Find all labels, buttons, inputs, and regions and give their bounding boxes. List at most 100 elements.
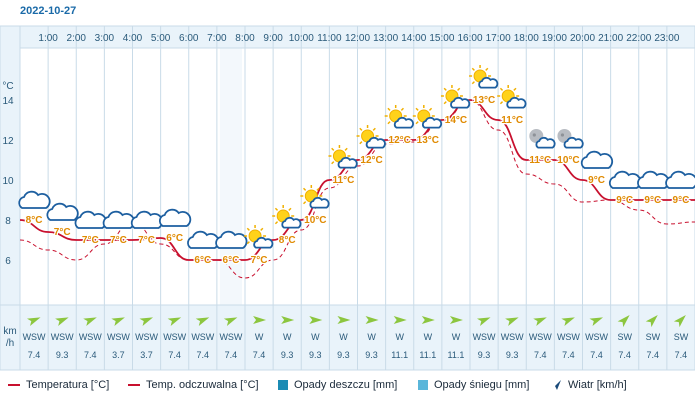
legend-snow-label: Opady śniegu [mm] bbox=[434, 379, 530, 391]
temperature-label: 13°C bbox=[417, 135, 439, 146]
hour-label: 19:00 bbox=[542, 33, 567, 44]
cloud-shape bbox=[637, 170, 670, 189]
wind-speed-label: 7.4 bbox=[84, 350, 97, 360]
cloud-icon bbox=[608, 170, 642, 189]
hour-label: 16:00 bbox=[457, 33, 482, 44]
temperature-label: 9°C bbox=[588, 175, 605, 186]
cloud-icon bbox=[580, 150, 614, 169]
cloud-shape bbox=[580, 150, 614, 169]
hour-label: 20:00 bbox=[570, 33, 595, 44]
temperature-label: 11°C bbox=[333, 175, 355, 186]
sun-cloud-icon bbox=[384, 105, 414, 129]
y-tick-label: 12 bbox=[2, 136, 14, 147]
hour-label: 9:00 bbox=[263, 33, 283, 44]
wind-arrow-shape bbox=[309, 316, 323, 324]
wind-direction-label: W bbox=[395, 332, 404, 342]
wind-arrow-shape bbox=[449, 316, 463, 324]
legend-temperature-swatch bbox=[8, 384, 20, 386]
cloud-shape bbox=[130, 210, 164, 229]
sun-cloud-icon bbox=[272, 205, 302, 229]
sun-ray bbox=[485, 67, 489, 71]
wind-direction-label: W bbox=[339, 332, 348, 342]
wind-speed-label: 11.1 bbox=[419, 350, 436, 360]
cloud-shape bbox=[365, 136, 386, 149]
legend-temperature[interactable]: Temperatura [°C] bbox=[8, 379, 109, 391]
temperature-label: 6°C bbox=[194, 255, 211, 266]
sun-ray bbox=[499, 101, 504, 105]
sun-ray bbox=[344, 147, 348, 151]
wind-direction-label: WSW bbox=[191, 332, 214, 342]
cloud-shape bbox=[187, 230, 220, 249]
wind-arrow-icon bbox=[111, 317, 125, 326]
legend-rain-swatch bbox=[278, 380, 288, 390]
wind-speed-label: 7.4 bbox=[618, 350, 631, 360]
wind-arrow-icon bbox=[617, 315, 630, 328]
hour-label: 18:00 bbox=[514, 33, 539, 44]
wind-arrow-icon bbox=[505, 317, 519, 326]
legend-wind-label: Wiatr [km/h] bbox=[568, 379, 627, 391]
temperature-label: 11°C bbox=[501, 115, 523, 126]
wind-speed-label: 9.3 bbox=[478, 350, 491, 360]
sun-ray bbox=[359, 127, 363, 131]
wind-arrow-shape bbox=[281, 316, 295, 324]
sun-cloud-icon bbox=[412, 105, 443, 129]
cloud-icon bbox=[637, 170, 670, 189]
sun-cloud-icon bbox=[469, 65, 499, 89]
cloud-icon bbox=[18, 190, 51, 209]
wind-speed-label: 7.4 bbox=[590, 350, 603, 360]
cloud-shape bbox=[74, 210, 107, 229]
sun-ray bbox=[359, 141, 363, 145]
legend-rain-label: Opady deszczu [mm] bbox=[294, 379, 398, 391]
wind-arrow-icon bbox=[281, 316, 295, 324]
sun-ray bbox=[415, 107, 419, 111]
moon-cloud-icon bbox=[529, 129, 556, 149]
wind-arrow-shape bbox=[393, 316, 407, 324]
moon-cloud-icon bbox=[557, 129, 584, 149]
wind-speed-label: 9.3 bbox=[506, 350, 519, 360]
wind-arrow-icon bbox=[26, 317, 41, 326]
temperature-label: 12°C bbox=[389, 135, 411, 146]
wind-speed-label: 7.4 bbox=[197, 350, 210, 360]
wind-arrow-shape bbox=[421, 316, 435, 324]
legend-snow[interactable]: Opady śniegu [mm] bbox=[418, 379, 529, 391]
hour-label: 21:00 bbox=[598, 33, 623, 44]
sun-ray bbox=[331, 147, 335, 151]
hour-label: 11:00 bbox=[317, 33, 342, 44]
temperature-label: 8°C bbox=[26, 215, 43, 226]
temperature-label: 6°C bbox=[223, 255, 240, 266]
hour-label: 15:00 bbox=[429, 33, 454, 44]
wind-arrow-shape bbox=[561, 317, 575, 326]
temperature-label: 14°C bbox=[445, 115, 467, 126]
cloud-shape bbox=[450, 96, 471, 109]
cloud-shape bbox=[158, 208, 192, 227]
temperature-label: 11°C bbox=[529, 155, 551, 166]
temperature-label: 12°C bbox=[360, 155, 382, 166]
wind-unit-label: /h bbox=[6, 338, 14, 349]
wind-speed-label: 7.4 bbox=[534, 350, 547, 360]
cloud-shape bbox=[393, 116, 414, 129]
sun-ray bbox=[471, 67, 475, 71]
wind-arrow-icon bbox=[589, 317, 604, 326]
wind-arrow-shape bbox=[476, 317, 491, 326]
sun-ray bbox=[331, 161, 335, 165]
legend-wind[interactable]: Wiatr [km/h] bbox=[550, 379, 627, 391]
wind-direction-label: SW bbox=[646, 332, 661, 342]
cloud-shape bbox=[281, 216, 302, 229]
temperature-label: 7°C bbox=[54, 227, 71, 238]
legend-rain[interactable]: Opady deszczu [mm] bbox=[278, 379, 397, 391]
sun-ray bbox=[303, 187, 307, 191]
forecast-date: 2022-10-27 bbox=[20, 5, 77, 17]
moon-crater bbox=[560, 133, 565, 137]
legend-feels-like-label: Temp. odczuwalna [°C] bbox=[146, 379, 259, 391]
temperature-label: 7°C bbox=[251, 255, 268, 266]
sun-ray bbox=[499, 87, 504, 91]
wind-speed-label: 9.3 bbox=[337, 350, 350, 360]
legend-feels-like[interactable]: Temp. odczuwalna [°C] bbox=[128, 379, 259, 391]
wind-arrow-icon bbox=[673, 315, 686, 328]
cloud-shape bbox=[102, 210, 135, 229]
sun-ray bbox=[274, 207, 279, 211]
wind-speed-label: 3.7 bbox=[140, 350, 153, 360]
y-tick-label: 14 bbox=[2, 96, 14, 107]
wind-arrow-icon bbox=[449, 316, 463, 324]
wind-arrow-icon bbox=[476, 317, 491, 326]
